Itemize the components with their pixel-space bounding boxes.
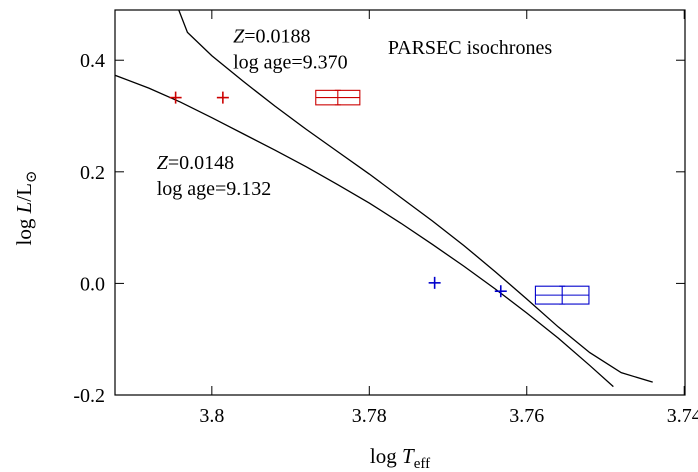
anno-z0188: Z=0.0188: [233, 25, 310, 47]
x-tick-label: 3.76: [509, 405, 544, 427]
tick-labels: 3.8 3.78 3.76 3.74 0.4 0.2 0.0 -0.2: [73, 50, 698, 427]
x-tick-label: 3.8: [199, 405, 224, 427]
x-tick-label: 3.74: [667, 405, 698, 427]
anno-age-9132: log age=9.132: [157, 178, 272, 200]
red-plus-marker: [169, 91, 182, 104]
y-tick-label: -0.2: [73, 385, 105, 407]
blue-plus-marker: [428, 276, 441, 289]
chart-title: PARSEC isochrones: [388, 37, 553, 59]
anno-z0148: Z=0.0148: [157, 152, 234, 174]
anno-age-9370: log age=9.370: [233, 52, 348, 74]
y-tick-label: 0.2: [80, 162, 105, 184]
red-plus-marker: [216, 91, 229, 104]
y-tick-label: 0.0: [80, 273, 105, 295]
plot-frame: [114, 9, 686, 396]
blue-box: [534, 285, 590, 305]
model-points: [169, 91, 507, 298]
y-axis-label: log L/L⊙: [12, 170, 40, 245]
isochrone-annotations: Z=0.0188 log age=9.370 Z=0.0148 log age=9.1…: [157, 25, 348, 200]
observation-error-boxes: [315, 89, 590, 305]
x-axis-label: log Teff: [370, 444, 430, 472]
x-tick-label: 3.78: [352, 405, 387, 427]
y-tick-label: 0.4: [80, 50, 105, 72]
blue-plus-marker: [494, 285, 507, 298]
tick-marks: [115, 10, 685, 395]
isochrone-z0188-line: [178, 10, 653, 383]
isochrone-curves: [115, 10, 653, 388]
red-box: [315, 89, 361, 106]
isochrone-z0148-line: [115, 74, 614, 388]
